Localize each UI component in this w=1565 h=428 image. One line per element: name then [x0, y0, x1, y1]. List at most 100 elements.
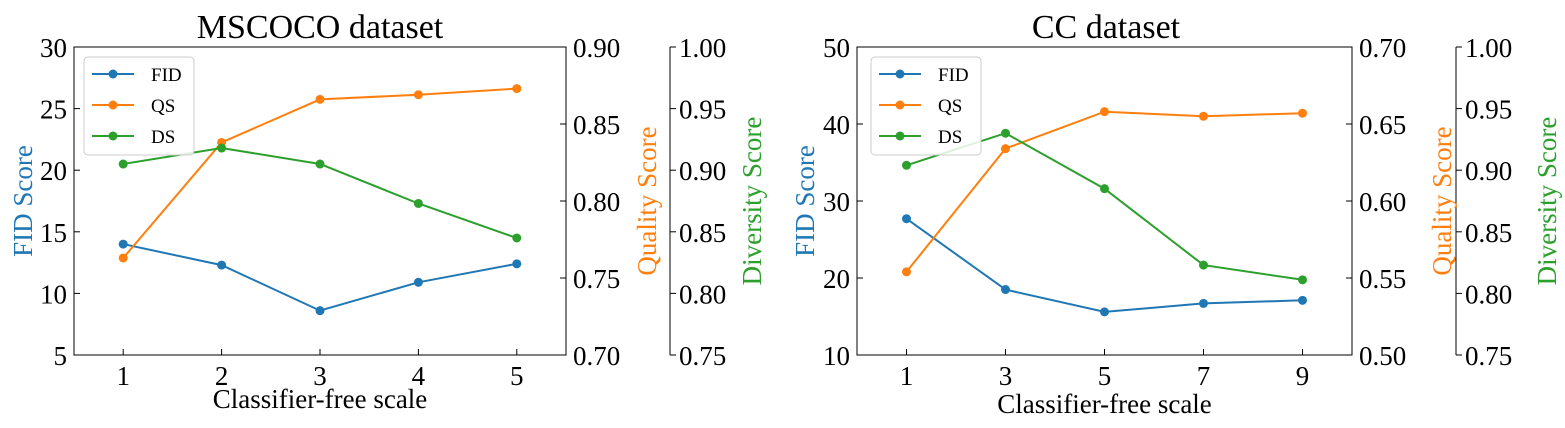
quality-tick-label: 0.70 [573, 341, 620, 371]
legend-marker [108, 69, 118, 79]
data-point-ds [118, 159, 128, 169]
data-point-qs [512, 84, 522, 94]
data-point-qs [118, 253, 128, 263]
legend-label: QS [938, 96, 962, 117]
fid-tick-label: 30 [40, 33, 67, 63]
fid-tick-label: 10 [823, 341, 850, 371]
x-axis-label: Classifier-free scale [213, 384, 428, 414]
data-point-fid [118, 239, 128, 249]
legend-marker [895, 100, 905, 110]
diversity-tick-label: 0.80 [679, 279, 726, 309]
legend-label: DS [151, 127, 175, 148]
fid-tick-label: 30 [823, 187, 850, 217]
chart-title: MSCOCO dataset [197, 9, 444, 46]
data-point-fid [512, 259, 522, 269]
x-tick-label: 1 [116, 361, 130, 391]
x-tick-label: 5 [1098, 361, 1112, 391]
series-line-fid [122, 243, 517, 312]
data-point-ds [413, 198, 423, 208]
data-point-fid [1298, 295, 1307, 305]
fid-tick-label: 25 [40, 95, 67, 125]
diversity-tick-label: 0.85 [1465, 218, 1512, 248]
legend-marker [895, 69, 905, 79]
x-tick-label: 9 [1296, 361, 1310, 391]
data-point-fid [1199, 298, 1208, 308]
quality-tick-label: 0.90 [573, 33, 620, 63]
x-axis-label: Classifier-free scale [997, 389, 1212, 419]
legend-marker [108, 100, 118, 110]
x-tick-label: 5 [510, 361, 524, 391]
chart-title: CC dataset [1032, 9, 1181, 46]
data-point-ds [1001, 128, 1010, 138]
fid-tick-label: 20 [823, 264, 850, 294]
diversity-tick-label: 0.90 [1465, 156, 1512, 186]
quality-tick-label: 0.80 [573, 187, 620, 217]
data-point-fid [1001, 285, 1010, 295]
data-point-qs [315, 94, 325, 104]
fid-axis-label: FID Score [790, 145, 820, 257]
x-tick-label: 3 [999, 361, 1013, 391]
quality-tick-label: 0.60 [1359, 187, 1406, 217]
data-point-ds [512, 233, 522, 243]
diversity-tick-label: 0.75 [1465, 341, 1512, 371]
fid-tick-label: 50 [823, 33, 850, 63]
quality-tick-label: 0.85 [573, 110, 620, 140]
fid-tick-label: 20 [40, 156, 67, 186]
legend-label: DS [938, 127, 962, 148]
data-point-qs [1199, 111, 1208, 121]
quality-axis-label: Quality Score [632, 126, 662, 275]
legend-marker [108, 131, 118, 141]
legend-marker [895, 131, 905, 141]
data-point-fid [1100, 307, 1109, 317]
data-point-fid [217, 260, 227, 270]
data-point-qs [902, 267, 911, 277]
series-line-fid [905, 217, 1303, 313]
data-point-ds [1298, 275, 1307, 285]
quality-tick-label: 0.70 [1359, 33, 1406, 63]
diversity-tick-label: 0.80 [1465, 279, 1512, 309]
quality-tick-label: 0.50 [1359, 341, 1406, 371]
data-point-ds [217, 143, 227, 153]
diversity-axis-label: Diversity Score [737, 117, 767, 286]
diversity-tick-label: 1.00 [1465, 33, 1512, 63]
fid-tick-label: 15 [40, 218, 67, 248]
diversity-tick-label: 0.95 [1465, 95, 1512, 125]
legend-label: QS [151, 96, 175, 117]
diversity-axis-label: Diversity Score [1532, 117, 1562, 286]
x-tick-label: 1 [900, 361, 914, 391]
x-tick-label: 7 [1197, 361, 1211, 391]
legend-box [870, 56, 982, 156]
x-tick-label: 4 [412, 361, 426, 391]
x-tick-label: 2 [215, 361, 229, 391]
diversity-tick-label: 0.75 [679, 341, 726, 371]
quality-tick-label: 0.75 [573, 264, 620, 294]
data-point-ds [1100, 184, 1109, 194]
data-point-fid [902, 214, 911, 224]
data-point-qs [1001, 144, 1010, 154]
data-point-fid [315, 306, 325, 316]
legend-box [83, 56, 195, 156]
quality-tick-label: 0.65 [1359, 110, 1406, 140]
diversity-tick-label: 0.95 [679, 95, 726, 125]
diversity-tick-label: 1.00 [679, 33, 726, 63]
fid-axis-label: FID Score [8, 145, 38, 257]
data-point-fid [413, 277, 423, 287]
data-point-qs [413, 90, 423, 100]
quality-tick-label: 0.55 [1359, 264, 1406, 294]
fid-tick-label: 10 [40, 279, 67, 309]
legend-label: FID [151, 65, 182, 86]
quality-axis-label: Quality Score [1427, 126, 1457, 275]
fid-tick-label: 5 [54, 341, 68, 371]
data-point-ds [902, 160, 911, 170]
data-point-qs [1298, 108, 1307, 118]
data-point-ds [1199, 260, 1208, 270]
diversity-tick-label: 0.85 [679, 218, 726, 248]
fid-tick-label: 40 [823, 110, 850, 140]
legend-label: FID [938, 65, 969, 86]
data-point-ds [315, 159, 325, 169]
diversity-tick-label: 0.90 [679, 156, 726, 186]
x-tick-label: 3 [313, 361, 327, 391]
data-point-qs [1100, 107, 1109, 117]
